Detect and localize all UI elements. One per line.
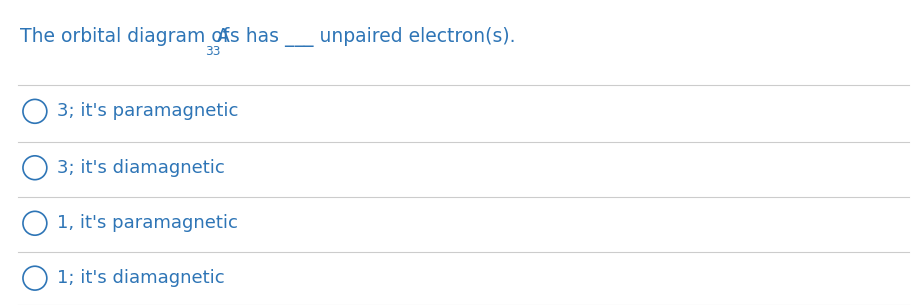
Text: 33: 33 — [205, 45, 220, 58]
Text: 1; it's diamagnetic: 1; it's diamagnetic — [57, 269, 225, 287]
Text: 1, it's paramagnetic: 1, it's paramagnetic — [57, 214, 238, 232]
Text: As has ___ unpaired electron(s).: As has ___ unpaired electron(s). — [217, 27, 515, 47]
Text: 3; it's paramagnetic: 3; it's paramagnetic — [57, 102, 239, 120]
Text: 3; it's diamagnetic: 3; it's diamagnetic — [57, 159, 225, 177]
Text: The orbital diagram of: The orbital diagram of — [20, 27, 235, 46]
